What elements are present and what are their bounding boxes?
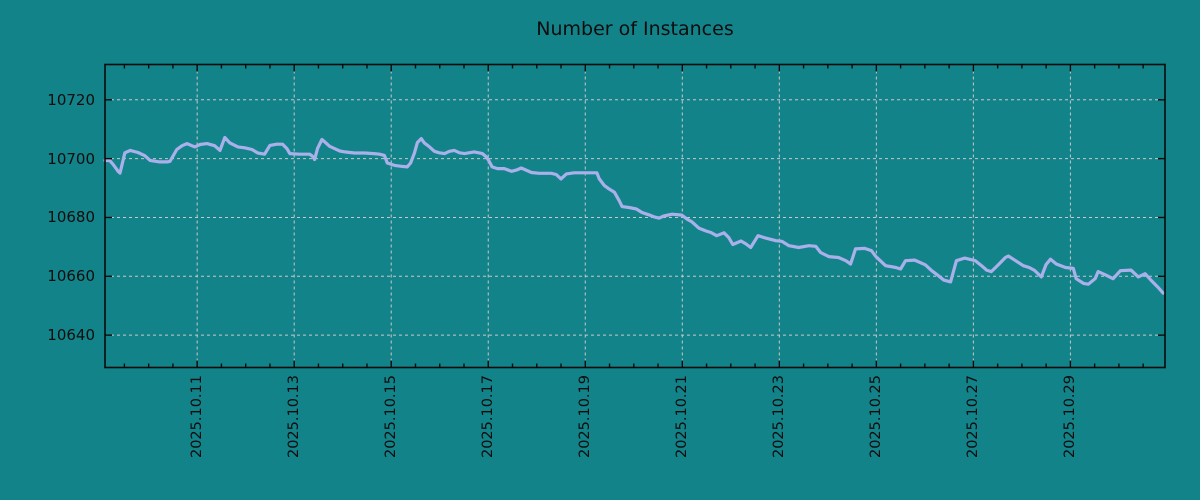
x-tick-label: 2025.10.11	[189, 374, 206, 458]
x-tick-label: 2025.10.19	[577, 374, 594, 458]
x-tick-label: 2025.10.27	[965, 374, 982, 458]
x-tick-label: 2025.10.17	[480, 374, 497, 458]
line-series-instances	[103, 135, 1165, 295]
plot-border	[104, 63, 1166, 369]
x-tick-label: 2025.10.25	[868, 374, 885, 458]
chart-title: Number of Instances	[536, 18, 734, 40]
x-tick-label: 2025.10.23	[771, 374, 788, 458]
y-tick-label: 10700	[47, 149, 95, 168]
x-tick-label: 2025.10.15	[383, 374, 400, 458]
y-tick-label: 10660	[47, 267, 95, 286]
x-tick-label: 2025.10.21	[674, 374, 691, 458]
y-tick-label: 10720	[47, 90, 95, 109]
y-tick-label: 10680	[47, 208, 95, 227]
x-tick-label: 2025.10.13	[286, 374, 303, 458]
y-tick-label: 10640	[47, 326, 95, 345]
x-tick-label: 2025.10.29	[1062, 374, 1079, 458]
